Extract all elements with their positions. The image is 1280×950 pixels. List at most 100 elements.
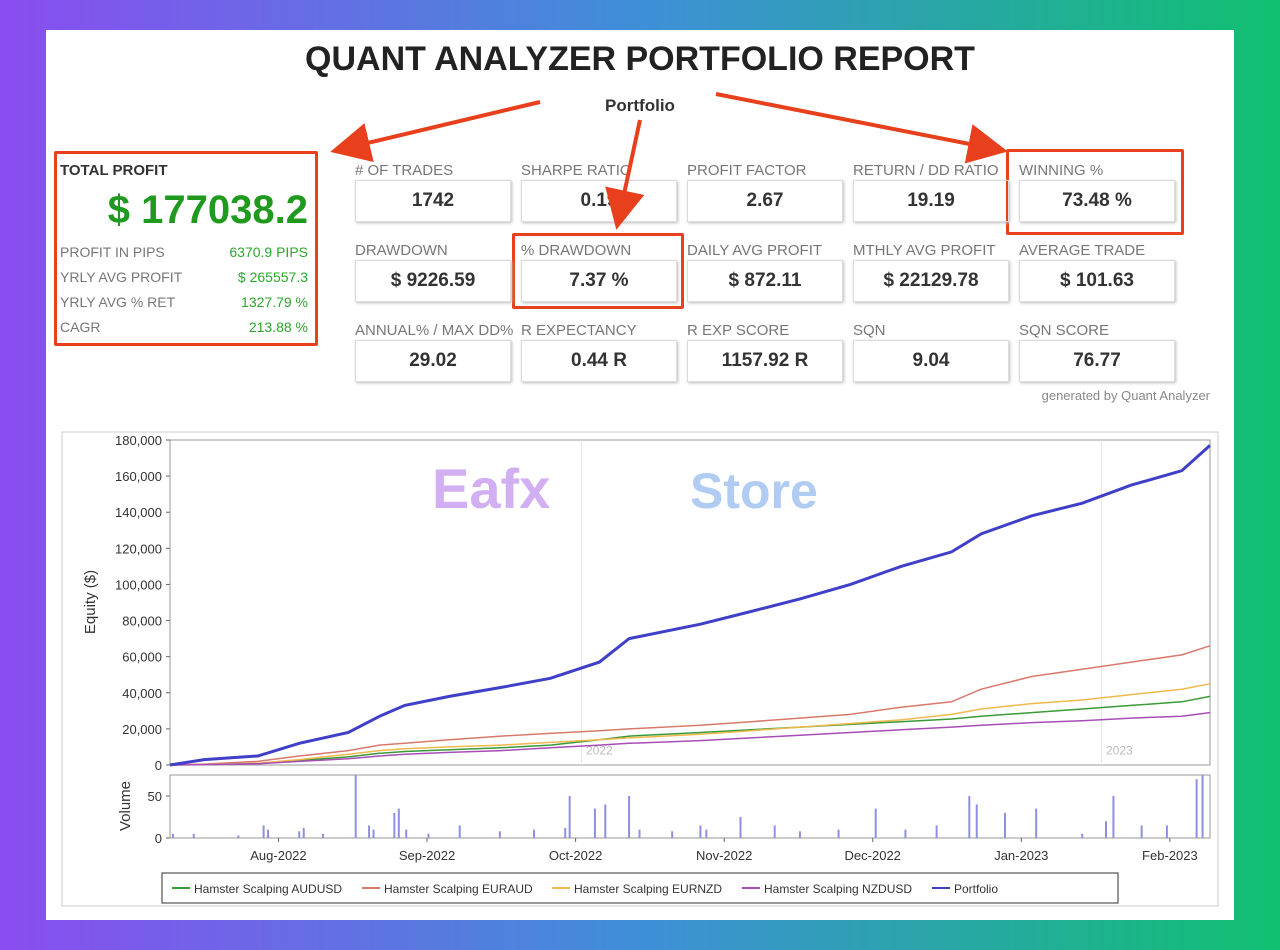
legend-label: Hamster Scalping NZDUSD: [764, 882, 912, 896]
volume-bar: [393, 812, 396, 838]
highlight-box: [1006, 149, 1184, 235]
volume-bar: [1035, 808, 1038, 838]
y-tick-label: 20,000: [122, 722, 162, 737]
volume-bar: [699, 825, 702, 838]
x-tick-label: Dec-2022: [845, 848, 901, 863]
stat-value: 7.37 %: [521, 260, 677, 302]
volume-bar: [405, 829, 408, 838]
stat-value: 19.19: [853, 180, 1009, 222]
legend-label: Hamster Scalping EURNZD: [574, 882, 722, 896]
volume-bar: [1003, 812, 1006, 838]
stat-label: SHARPE RATIO: [521, 162, 632, 179]
volume-bar: [298, 831, 301, 838]
stat-value: 1157.92 R: [687, 340, 843, 382]
volume-bar: [1195, 779, 1198, 838]
stat-label: ANNUAL% / MAX DD%: [355, 322, 514, 339]
y-tick-label: 60,000: [122, 650, 162, 665]
summary-value: $ 265557.3: [237, 269, 308, 285]
summary-label: YRLY AVG PROFIT: [60, 269, 183, 285]
y-tick-label: 0: [155, 758, 162, 773]
stat-label: AVERAGE TRADE: [1019, 242, 1146, 259]
stat-label: # OF TRADES: [355, 162, 454, 179]
y-tick-label: 120,000: [115, 541, 162, 556]
series-line: [169, 695, 1211, 766]
volume-bar: [874, 808, 877, 838]
volume-area: [169, 774, 1211, 839]
volume-bar: [1140, 825, 1143, 838]
y-axis-label: Equity ($): [82, 570, 99, 634]
x-tick-label: Oct-2022: [549, 848, 602, 863]
x-tick-label: Feb-2023: [1142, 848, 1198, 863]
volume-bar: [533, 829, 535, 838]
series-line: [169, 645, 1211, 766]
y-tick-label: 100,000: [115, 577, 162, 592]
volume-bar: [628, 796, 631, 838]
annotation: 2022: [586, 744, 613, 758]
volume-bar: [267, 829, 270, 838]
volume-bar: [773, 825, 776, 838]
x-tick-label: Aug-2022: [250, 848, 306, 863]
stat-value: $ 9226.59: [355, 260, 511, 302]
volume-bar: [638, 829, 641, 838]
volume-bar: [564, 827, 567, 838]
footnote: generated by Quant Analyzer: [1041, 388, 1210, 403]
volume-bar: [302, 827, 305, 838]
stat-label: RETURN / DD RATIO: [853, 162, 999, 179]
y-tick-label: 180,000: [115, 433, 162, 448]
y-axis-label: Volume: [117, 781, 134, 831]
stat-label: DRAWDOWN: [355, 242, 448, 259]
volume-bar: [237, 835, 240, 838]
volume-bar: [1112, 796, 1115, 838]
volume-bar: [935, 825, 938, 838]
volume-bar: [1081, 833, 1084, 838]
volume-bar: [458, 825, 461, 838]
stat-label: MTHLY AVG PROFIT: [853, 242, 996, 259]
stat-label: SQN SCORE: [1019, 322, 1110, 339]
report-title: QUANT ANALYZER PORTFOLIO REPORT: [305, 40, 975, 78]
arrows: [330, 92, 1008, 230]
summary-value: 1327.79 %: [241, 294, 308, 310]
stat-value: 0.44 R: [521, 340, 677, 382]
volume-bar: [262, 825, 265, 838]
stat-value: $ 872.11: [687, 260, 843, 302]
volume-bar: [372, 829, 375, 838]
plot-area: [169, 439, 1211, 766]
summary-label: YRLY AVG % RET: [60, 294, 176, 310]
series-line: [169, 711, 1211, 766]
stat-value: 9.04: [853, 340, 1009, 382]
volume-bar: [904, 829, 907, 838]
highlight-box: [512, 233, 684, 309]
volume-bar: [671, 831, 674, 838]
stat-label: % DRAWDOWN: [521, 242, 632, 259]
stat-label: R EXP SCORE: [687, 322, 790, 339]
x-tick-label: Jan-2023: [994, 848, 1048, 863]
volume-bar: [171, 833, 174, 838]
stat-label: R EXPECTANCY: [521, 322, 637, 339]
volume-bar: [368, 825, 371, 838]
stat-value: 73.48 %: [1019, 180, 1175, 222]
x-tick-label: Nov-2022: [696, 848, 752, 863]
volume-bar: [593, 808, 596, 838]
volume-bar: [1201, 775, 1204, 838]
summary-label: CAGR: [60, 319, 101, 335]
volume-bar: [604, 804, 607, 838]
stat-value: $ 101.63: [1019, 260, 1175, 302]
volume-bar: [498, 831, 501, 838]
stat-label: WINNING %: [1019, 162, 1104, 179]
volume-bar: [427, 833, 430, 838]
volume-bar: [968, 796, 971, 838]
y-tick-label: 160,000: [115, 469, 162, 484]
summary-value: 6370.9 PIPS: [229, 244, 308, 260]
volume-bar: [397, 808, 400, 838]
volume-bar: [798, 831, 801, 838]
legend: [161, 872, 1119, 904]
portfolio-label: Portfolio: [605, 96, 675, 115]
total-profit-value: $ 177038.2: [107, 188, 308, 232]
volume-bar: [837, 829, 840, 838]
legend-label: Hamster Scalping AUDUSD: [194, 882, 342, 896]
y-tick-label: 50: [148, 789, 162, 804]
legend-label: Hamster Scalping EURAUD: [384, 882, 533, 896]
volume-bar: [975, 804, 978, 838]
